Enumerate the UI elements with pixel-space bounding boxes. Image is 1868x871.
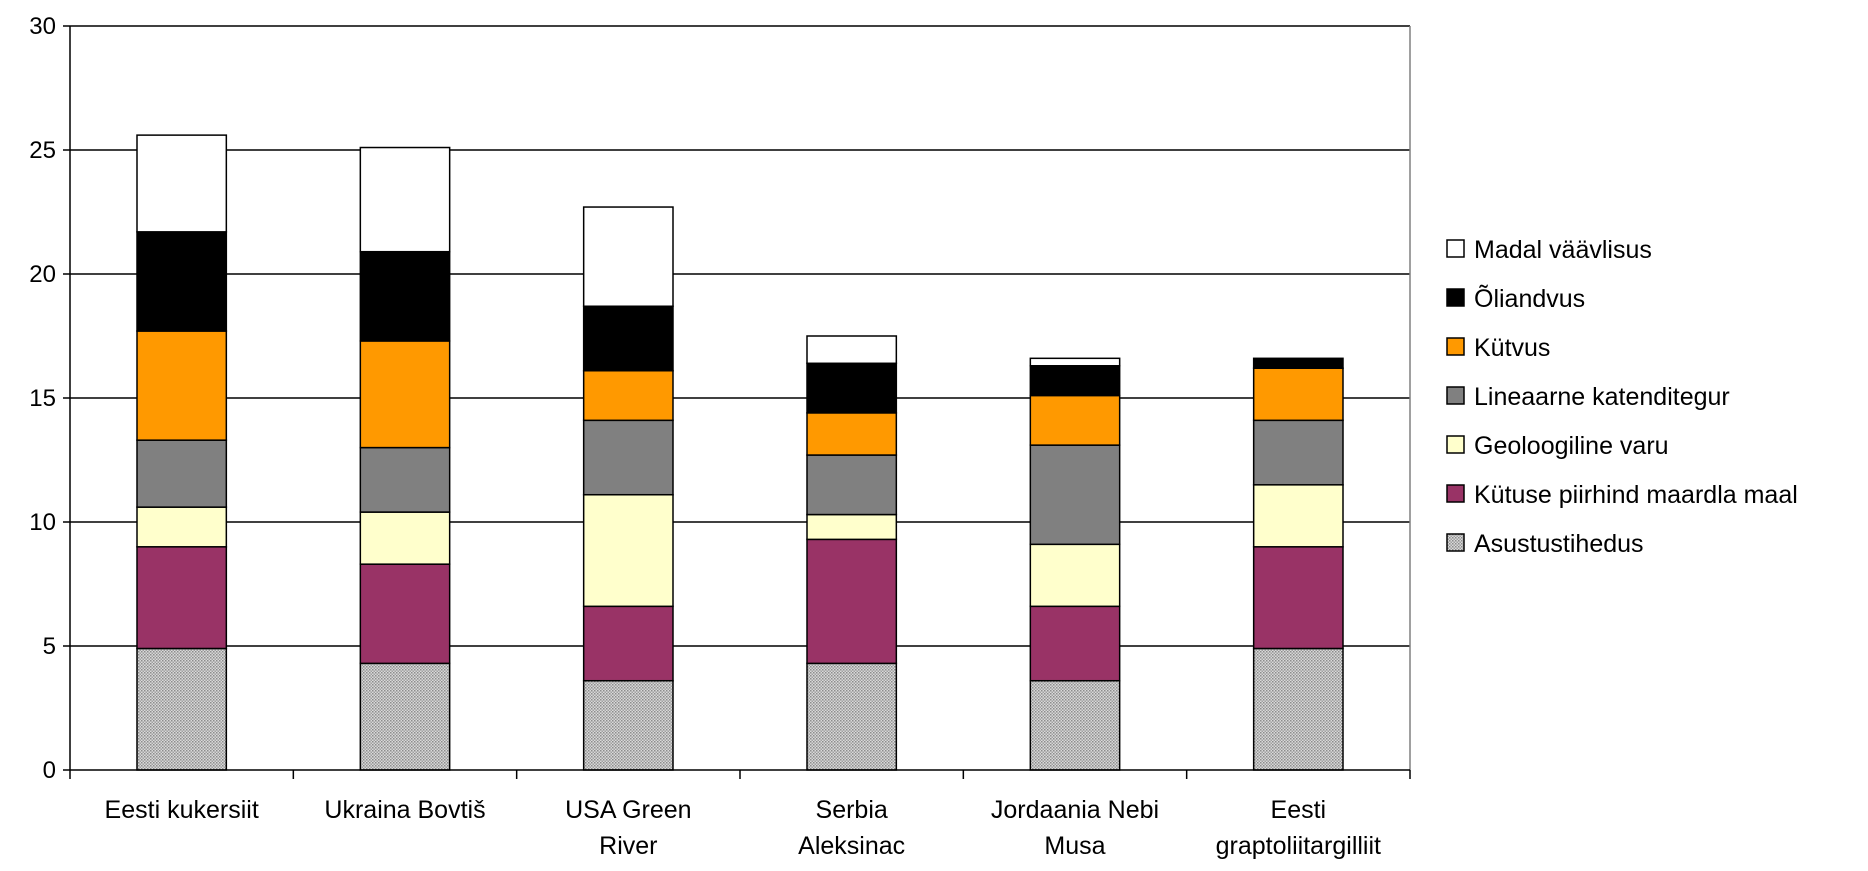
bar-segment	[359, 662, 451, 771]
bar-segment	[1029, 679, 1121, 771]
bar-segment	[1029, 357, 1121, 367]
x-category-label: Jordaania Nebi	[991, 796, 1159, 824]
x-category-label: graptoliitargilliit	[1216, 832, 1381, 860]
bar-segment	[136, 647, 228, 771]
bar-segment	[1252, 419, 1344, 486]
y-tick-label: 20	[29, 261, 56, 288]
bar-segment	[806, 454, 898, 516]
bar-segment	[359, 146, 451, 253]
x-category-label: Musa	[1044, 832, 1105, 860]
bar-segment	[1252, 484, 1344, 548]
bar-segment	[582, 679, 674, 771]
bar-segment	[806, 362, 898, 414]
bar-segment	[136, 231, 228, 332]
x-category-label: USA Green	[565, 796, 691, 824]
bar-segment	[806, 335, 898, 365]
bar-segment	[582, 419, 674, 496]
x-category-label: River	[599, 832, 657, 860]
bar-segment	[1252, 546, 1344, 650]
bar-segment	[359, 563, 451, 665]
legend-swatch	[1446, 484, 1465, 503]
bar-segment	[806, 513, 898, 541]
bar-segment	[1252, 367, 1344, 422]
bar-segment	[582, 206, 674, 307]
bar-segment	[1252, 647, 1344, 771]
legend-swatch	[1446, 239, 1465, 258]
bar-segment	[1252, 357, 1344, 369]
bar-segment	[1029, 365, 1121, 397]
legend-label: Kütuse piirhind maardla maal	[1474, 481, 1798, 509]
x-category-label: Ukraina Bovtiš	[324, 796, 485, 824]
bar-segment	[359, 446, 451, 513]
legend-swatch	[1446, 386, 1465, 405]
legend-label: Geoloogiline varu	[1474, 432, 1669, 460]
legend-swatch	[1446, 435, 1465, 454]
bar-segment	[359, 340, 451, 449]
bar-segment	[136, 439, 228, 508]
x-axis-category-labels: Eesti kukersiit Ukraina Bovtiš USA Green Ri…	[105, 796, 1381, 860]
legend-swatch	[1446, 288, 1465, 307]
x-category-label: Serbia	[816, 796, 888, 824]
legend-label: Lineaarne katenditegur	[1474, 383, 1730, 411]
bar-segment	[806, 412, 898, 456]
legend-swatch	[1446, 533, 1465, 552]
bar-segment	[136, 506, 228, 548]
axes	[63, 25, 1411, 779]
bar-segment	[806, 662, 898, 771]
x-category-label: Eesti	[1271, 796, 1327, 824]
legend-swatch	[1446, 337, 1465, 356]
y-tick-label: 0	[43, 757, 56, 784]
x-category-label: Aleksinac	[798, 832, 905, 860]
x-category-label: Eesti kukersiit	[105, 796, 259, 824]
legend-label: Kütvus	[1474, 334, 1550, 362]
bar-segment	[359, 250, 451, 342]
bar-segment	[1029, 444, 1121, 546]
y-tick-label: 30	[29, 13, 56, 40]
gridlines	[70, 25, 1410, 647]
y-axis-tick-labels: 0 5 10 15 20 25 30	[29, 13, 56, 784]
legend: Madal väävlisus Õliandvus Kütvus Lineaarne …	[1446, 236, 1798, 558]
bar-segment	[136, 546, 228, 650]
bar-segment	[136, 330, 228, 441]
bar-segment	[136, 134, 228, 233]
legend-label: Madal väävlisus	[1474, 236, 1652, 264]
bar-segment	[582, 305, 674, 372]
bar-segment	[1029, 605, 1121, 682]
legend-label: Õliandvus	[1474, 284, 1585, 313]
bar-stacks	[136, 134, 1344, 771]
bar-segment	[359, 511, 451, 565]
y-tick-label: 25	[29, 137, 56, 164]
y-tick-label: 10	[29, 509, 56, 536]
bar-segment	[1029, 543, 1121, 608]
bar-segment	[582, 493, 674, 608]
bar-segment	[1029, 394, 1121, 446]
y-tick-label: 15	[29, 385, 56, 412]
bar-segment	[582, 369, 674, 422]
bar-segment	[806, 538, 898, 665]
y-tick-label: 5	[43, 633, 56, 660]
legend-label: Asustustihedus	[1474, 530, 1644, 558]
bar-segment	[582, 605, 674, 682]
